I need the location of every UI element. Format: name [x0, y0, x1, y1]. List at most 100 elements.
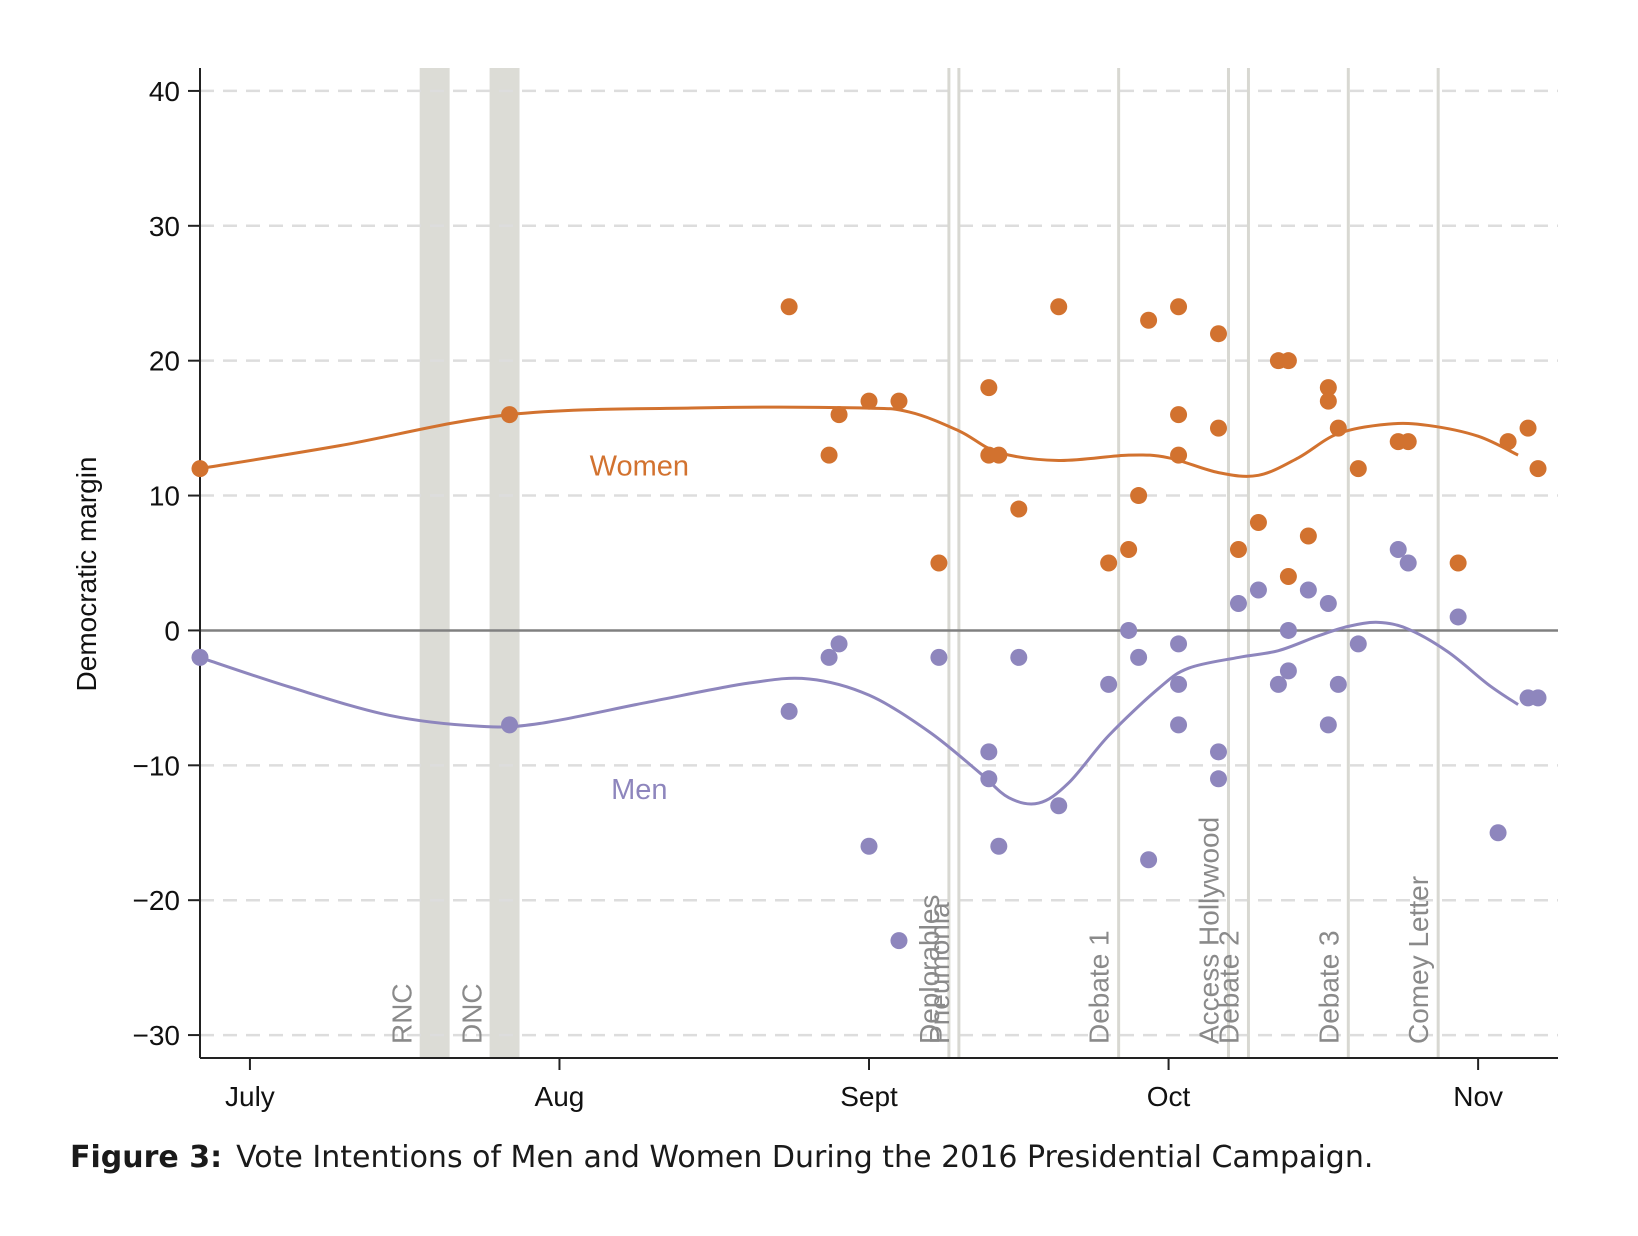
point-women	[1130, 487, 1148, 505]
point-women	[191, 460, 209, 478]
y-tick-label: 0	[164, 615, 180, 646]
point-women	[990, 446, 1008, 464]
band-dnc	[489, 68, 520, 1058]
point-women	[1010, 500, 1028, 518]
point-men	[980, 743, 998, 761]
convention-bands	[419, 68, 520, 1058]
point-men	[1279, 621, 1297, 639]
event-label-deplorables: Deplorables	[914, 895, 945, 1044]
y-tick-label: 40	[149, 76, 180, 107]
point-women	[1100, 554, 1118, 572]
event-label-debate-3: Debate 3	[1313, 930, 1344, 1044]
point-women	[1499, 433, 1517, 451]
point-men	[1210, 743, 1227, 761]
point-men	[1140, 851, 1158, 869]
point-men	[1329, 675, 1347, 693]
y-axis-title: Democratic margin	[71, 457, 102, 692]
point-men	[1229, 594, 1247, 612]
point-women	[1170, 446, 1188, 464]
axes: 40 30 20 10 0 −10 −20 −30 July Aug Sept Oct Nov	[133, 68, 1558, 1112]
event-lines	[947, 68, 1440, 1058]
y-tick-label: 10	[149, 481, 180, 512]
band-label-dnc: DNC	[457, 983, 488, 1044]
point-men	[830, 635, 848, 653]
gridlines	[200, 89, 1558, 1037]
point-men	[1100, 675, 1118, 693]
point-men	[1399, 554, 1417, 572]
point-men	[1249, 581, 1267, 599]
point-women	[820, 446, 838, 464]
point-men	[1269, 675, 1287, 693]
point-men	[1349, 635, 1367, 653]
point-men	[1120, 621, 1138, 639]
figure-caption: Figure 3: Vote Intentions of Men and Wome…	[70, 1140, 1373, 1175]
trend-line-men	[199, 620, 1519, 806]
trend-lines	[199, 405, 1519, 806]
point-women	[1279, 567, 1297, 585]
point-men	[990, 837, 1008, 855]
point-women	[501, 406, 519, 424]
point-men	[1130, 648, 1148, 666]
point-men	[860, 837, 878, 855]
point-women	[1349, 460, 1367, 478]
point-women	[1319, 379, 1337, 397]
point-men	[1170, 635, 1188, 653]
point-women	[1519, 419, 1537, 437]
x-tick-label: July	[225, 1081, 275, 1112]
point-men	[890, 932, 908, 950]
point-men	[1210, 770, 1227, 788]
point-women	[1529, 460, 1547, 478]
point-men	[780, 702, 798, 720]
caption-text: Vote Intentions of Men and Women During …	[236, 1140, 1374, 1175]
x-tick-label: Sept	[840, 1081, 898, 1112]
point-women	[1210, 419, 1227, 437]
point-men	[1170, 675, 1188, 693]
point-men	[1170, 716, 1188, 734]
point-men	[1319, 716, 1337, 734]
point-women	[1140, 311, 1158, 329]
point-men	[501, 716, 519, 734]
event-label-pneumonia: Pneumonia	[924, 902, 955, 1044]
point-women	[1249, 514, 1267, 532]
point-men	[1389, 541, 1407, 559]
point-women	[1279, 352, 1297, 370]
point-men	[1010, 648, 1028, 666]
data-points	[191, 298, 1547, 950]
point-women	[1449, 554, 1467, 572]
band-label-rnc: RNC	[387, 983, 418, 1044]
point-men	[980, 770, 998, 788]
point-men	[930, 648, 948, 666]
point-women	[1329, 419, 1347, 437]
series-label-women: Women	[590, 450, 689, 482]
event-label-comey-letter: Comey Letter	[1403, 876, 1434, 1044]
point-women	[1399, 433, 1417, 451]
point-men	[1050, 797, 1068, 815]
point-women	[930, 554, 948, 572]
point-women	[1319, 392, 1337, 410]
point-men	[1449, 608, 1467, 626]
point-women	[1229, 541, 1247, 559]
point-women	[1210, 325, 1227, 343]
x-tick-label: Aug	[535, 1081, 585, 1112]
point-women	[780, 298, 798, 316]
y-tick-label: 30	[149, 211, 180, 242]
point-men	[1299, 581, 1317, 599]
trend-line-women	[199, 405, 1519, 478]
point-women	[1170, 298, 1188, 316]
point-women	[1050, 298, 1068, 316]
point-men	[1279, 662, 1297, 680]
y-tick-label: −10	[133, 750, 181, 781]
point-women	[890, 392, 908, 410]
point-men	[1529, 689, 1547, 707]
point-women	[1120, 541, 1138, 559]
point-men	[1489, 824, 1507, 842]
y-tick-label: −20	[133, 885, 181, 916]
y-tick-label: 20	[149, 346, 180, 377]
point-men	[1319, 594, 1337, 612]
point-men	[820, 648, 838, 666]
caption-prefix: Figure 3:	[70, 1140, 223, 1175]
event-label-access-hollywood: Access Hollywood	[1193, 817, 1224, 1044]
x-tick-label: Oct	[1147, 1081, 1191, 1112]
